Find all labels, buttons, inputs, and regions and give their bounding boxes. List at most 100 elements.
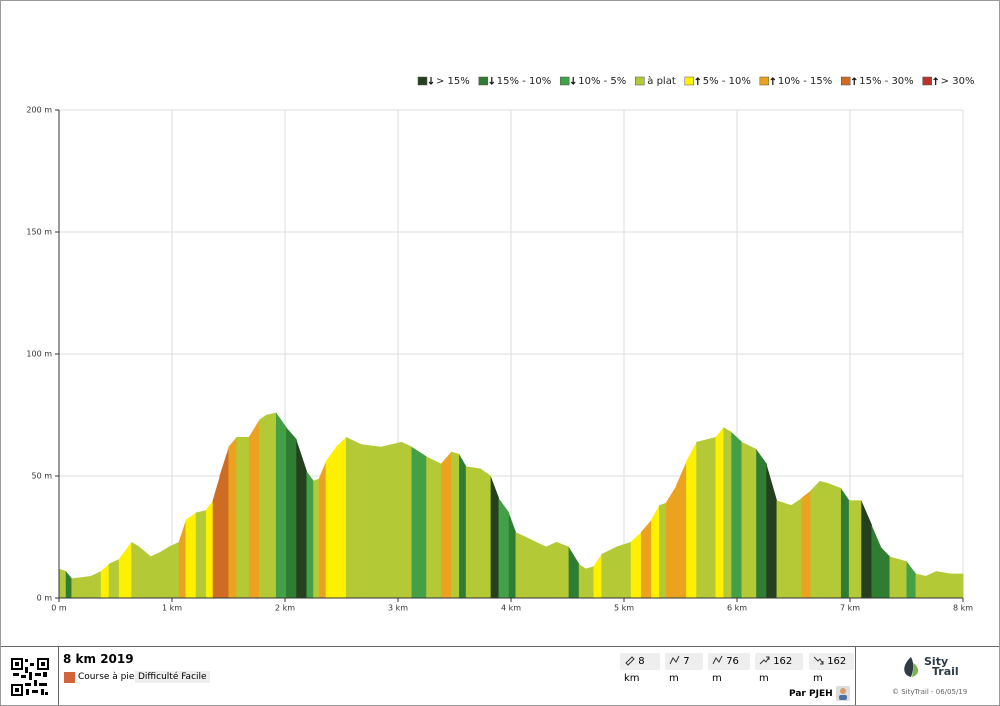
elevation-segment <box>819 480 829 598</box>
elevation-segment <box>525 537 537 598</box>
legend-arrow <box>489 77 495 85</box>
legend-swatch <box>478 76 489 86</box>
elevation-segment <box>616 541 632 598</box>
elevation-segment <box>65 571 72 598</box>
elevation-segment <box>801 490 811 598</box>
legend-arrow <box>428 77 434 85</box>
elevation-segment <box>840 488 850 598</box>
elevation-segment <box>741 441 757 598</box>
stat-value: 8 km <box>624 656 645 684</box>
elevation-segment <box>935 571 951 598</box>
legend-label: 10% - 5% <box>578 76 626 87</box>
elevation-segment <box>71 576 92 598</box>
qr-code <box>1 647 59 705</box>
difficulty: Difficulté Facile <box>135 671 210 683</box>
legend-swatch <box>841 76 851 86</box>
elevation-segment <box>585 566 594 598</box>
legend-label: 15% - 10% <box>497 76 551 87</box>
stat-value: 7 m <box>669 656 690 684</box>
footer: 8 km 2019 Course à pied Difficulté Facil… <box>1 646 999 705</box>
x-tick-label: 4 km <box>501 604 521 613</box>
elevation-segment <box>150 551 162 598</box>
elevation-segment <box>265 412 277 598</box>
elevation-segment <box>776 500 792 598</box>
elevation-segment <box>715 427 724 598</box>
elevation-segment <box>848 500 862 598</box>
stat-value: 162 m <box>813 656 847 684</box>
elevation-segment <box>118 541 132 598</box>
elevation-segment <box>791 497 802 598</box>
elevation-segment <box>756 449 767 598</box>
elevation-segment <box>212 476 220 598</box>
x-tick-label: 6 km <box>727 604 747 613</box>
elevation-segment <box>259 415 267 598</box>
elevation-segment <box>313 478 320 598</box>
qr-image <box>11 658 49 696</box>
elevation-segment <box>696 439 707 598</box>
elevation-segment <box>861 500 872 598</box>
stat: 162 m <box>809 653 854 684</box>
y-tick-label: 0 m <box>37 594 53 603</box>
elevation-segment <box>480 468 492 598</box>
elevation-segment <box>401 441 412 598</box>
elevation-segment <box>318 461 327 598</box>
elevation-segment <box>630 532 642 598</box>
copyright: © SityTrail - 06/05/19 <box>892 688 968 696</box>
author: Par PJEH <box>789 689 833 699</box>
y-tick-label: 50 m <box>31 472 52 481</box>
stat: 162 m <box>755 653 803 684</box>
elevation-segment <box>906 561 916 598</box>
elevation-segment <box>686 441 697 598</box>
elevation-segment <box>236 436 250 598</box>
brand-word: Trail <box>932 665 959 678</box>
elevation-segment <box>535 541 547 598</box>
brand-word: Sity <box>924 655 949 668</box>
elevation-segment <box>810 480 820 598</box>
x-tick-label: 8 km <box>953 604 973 613</box>
elevation-segment <box>925 571 937 598</box>
legend-arrow <box>695 77 701 85</box>
elevation-segment <box>205 500 214 598</box>
elevation-segment <box>90 571 102 598</box>
elevation-segment <box>593 554 602 598</box>
elevation-segment <box>490 476 499 598</box>
elevation-segment <box>459 454 467 598</box>
elevation-segment <box>275 412 287 598</box>
elevation-segment <box>556 541 570 598</box>
elevation-segment <box>465 466 481 598</box>
elevation-segment <box>248 419 260 598</box>
legend-label: > 15% <box>436 76 470 87</box>
elevation-segment <box>108 558 120 598</box>
elevation-segment <box>731 432 742 598</box>
elevation-segment <box>880 546 890 598</box>
x-tick-label: 2 km <box>275 604 295 613</box>
elevation-segment <box>515 532 527 598</box>
elevation-segment <box>950 573 964 598</box>
elevation-segment <box>675 461 687 598</box>
activity-icon <box>64 672 75 683</box>
elevation-segment <box>451 451 460 598</box>
elevation-segment <box>706 436 716 598</box>
stat-value: 76 m <box>712 656 739 684</box>
legend: > 15% 15% - 10% 10% - 5% à plat 5% - 10% 10% … <box>417 75 974 87</box>
elevation-segment <box>889 556 907 598</box>
legend-swatch <box>635 76 645 86</box>
elevation-segment <box>915 573 927 598</box>
x-tick-label: 3 km <box>388 604 408 613</box>
elevation-segment <box>640 519 652 598</box>
stat: 8 km <box>620 653 660 684</box>
elevation-segment <box>296 439 307 598</box>
y-tick-label: 150 m <box>26 228 52 237</box>
legend-swatch <box>922 76 932 86</box>
brand: Sity Trail © SityTrail - 06/05/19 <box>855 647 999 705</box>
elevation-segment <box>440 451 452 598</box>
elevation-segment <box>426 456 442 598</box>
x-tick-label: 0 m <box>51 604 67 613</box>
elevation-segment <box>546 541 557 598</box>
x-tick-label: 1 km <box>162 604 182 613</box>
elevation-segment <box>219 446 229 598</box>
elevation-segment <box>651 505 660 598</box>
y-tick-label: 200 m <box>26 106 52 115</box>
author-avatar <box>836 686 850 701</box>
elevation-segment <box>178 519 186 598</box>
